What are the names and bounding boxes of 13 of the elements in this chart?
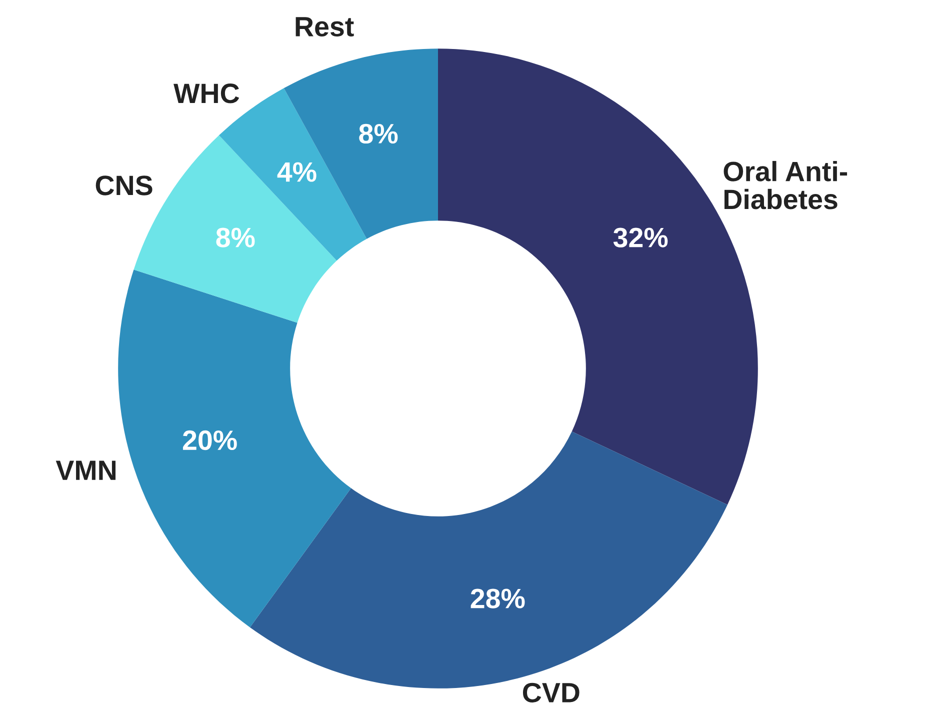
data-label: 28% (470, 588, 525, 608)
slice-label: VMN (56, 460, 116, 480)
data-label: 20% (182, 430, 237, 450)
data-label: 4% (277, 162, 316, 182)
slice-label: WHC (174, 84, 240, 104)
slice-label: Rest (296, 17, 354, 36)
slice-label: Oral Anti- Diabetes (724, 160, 848, 210)
donut-slice (118, 270, 352, 628)
data-label: 8% (359, 124, 398, 144)
slice-label: CVD (522, 682, 580, 702)
slice-label: CNS (96, 176, 152, 196)
data-label: 8% (216, 228, 255, 248)
data-label: 32% (613, 228, 668, 248)
